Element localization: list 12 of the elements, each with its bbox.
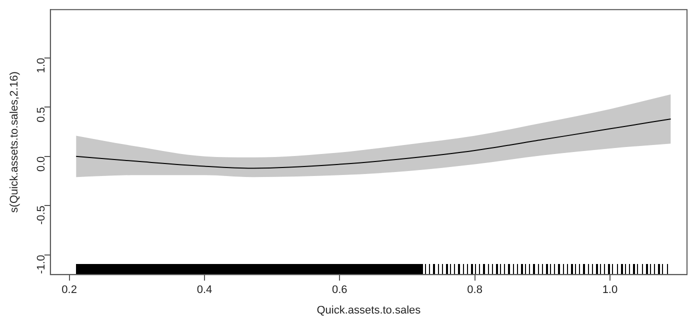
x-tick-label: 1.0 — [602, 284, 618, 296]
x-tick-label: 0.8 — [467, 284, 482, 296]
y-axis-title: s(Quick.assets.to.sales,2.16) — [8, 71, 21, 213]
x-tick-label: 0.4 — [196, 284, 212, 296]
y-tick-label: 0.5 — [35, 107, 48, 122]
x-axis-title: Quick.assets.to.sales — [316, 304, 422, 316]
y-tick-label: 1.0 — [35, 58, 48, 74]
y-tick-label: 0.0 — [35, 156, 48, 172]
x-tick-label: 0.6 — [332, 284, 348, 296]
y-tick-label: -0.5 — [35, 206, 48, 225]
x-tick-label: 0.2 — [62, 284, 77, 296]
y-tick-label: -1.0 — [35, 254, 48, 274]
